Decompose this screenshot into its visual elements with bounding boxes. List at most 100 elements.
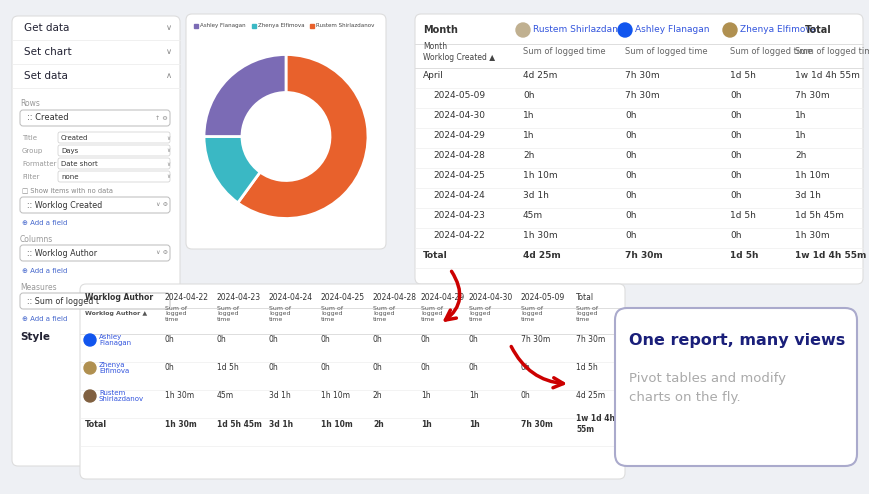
FancyBboxPatch shape bbox=[12, 16, 180, 466]
FancyBboxPatch shape bbox=[20, 110, 169, 126]
Text: Date short: Date short bbox=[61, 161, 97, 167]
Text: Total: Total bbox=[422, 251, 448, 260]
FancyBboxPatch shape bbox=[58, 158, 169, 169]
Text: 0h: 0h bbox=[729, 112, 740, 121]
Text: 2h: 2h bbox=[794, 152, 806, 161]
Text: 45m: 45m bbox=[216, 392, 234, 401]
Text: Pivot tables and modify
charts on the fly.: Pivot tables and modify charts on the fl… bbox=[628, 372, 785, 404]
Text: 1d 5h: 1d 5h bbox=[216, 364, 238, 372]
Text: 1h 10m: 1h 10m bbox=[321, 392, 349, 401]
FancyBboxPatch shape bbox=[58, 171, 169, 182]
Text: 2h: 2h bbox=[373, 419, 383, 428]
Text: 0h: 0h bbox=[729, 152, 740, 161]
Text: Ashley Flanagan: Ashley Flanagan bbox=[634, 26, 709, 35]
Text: 1w 1d 4h
55m: 1w 1d 4h 55m bbox=[575, 414, 614, 434]
Text: 0h: 0h bbox=[321, 335, 330, 344]
Text: 2024-04-29: 2024-04-29 bbox=[421, 293, 465, 302]
FancyBboxPatch shape bbox=[20, 293, 169, 309]
Text: 2024-04-25: 2024-04-25 bbox=[433, 171, 484, 180]
Text: ∨ ⚙: ∨ ⚙ bbox=[156, 203, 168, 207]
Text: 0h: 0h bbox=[522, 91, 534, 100]
Text: 4d 25m: 4d 25m bbox=[575, 392, 605, 401]
Text: 1h 10m: 1h 10m bbox=[522, 171, 557, 180]
Text: 1h: 1h bbox=[522, 131, 534, 140]
Text: Sum of
logged
time: Sum of logged time bbox=[373, 306, 395, 322]
Text: 0h: 0h bbox=[624, 232, 636, 241]
Text: 1w 1d 4h 55m: 1w 1d 4h 55m bbox=[794, 251, 866, 260]
Text: Columns: Columns bbox=[20, 235, 53, 244]
Text: 1h 30m: 1h 30m bbox=[522, 232, 557, 241]
Text: 0h: 0h bbox=[421, 364, 430, 372]
Text: ∨: ∨ bbox=[166, 162, 169, 166]
Text: Group: Group bbox=[22, 148, 43, 154]
Text: 3d 1h: 3d 1h bbox=[522, 192, 548, 201]
Text: 2024-04-29: 2024-04-29 bbox=[433, 131, 484, 140]
Text: Created: Created bbox=[61, 135, 89, 141]
FancyBboxPatch shape bbox=[415, 14, 862, 284]
Text: Days: Days bbox=[61, 148, 78, 154]
Text: Total: Total bbox=[85, 419, 107, 428]
Text: Set chart: Set chart bbox=[24, 47, 71, 57]
Text: ∨: ∨ bbox=[166, 47, 172, 56]
Text: 3d 1h: 3d 1h bbox=[269, 392, 290, 401]
Text: ∨: ∨ bbox=[166, 24, 172, 33]
Text: 4d 25m: 4d 25m bbox=[522, 72, 557, 81]
Text: Set data: Set data bbox=[24, 71, 68, 81]
Text: Sum of
logged
time: Sum of logged time bbox=[468, 306, 490, 322]
Text: :: Created: :: Created bbox=[27, 114, 69, 123]
Text: 2024-04-24: 2024-04-24 bbox=[433, 192, 484, 201]
Text: 7h 30m: 7h 30m bbox=[624, 251, 662, 260]
Text: 2024-04-25: 2024-04-25 bbox=[321, 293, 365, 302]
Text: 1h 10m: 1h 10m bbox=[794, 171, 829, 180]
Text: 1h: 1h bbox=[421, 392, 430, 401]
Text: 1d 5h 45m: 1d 5h 45m bbox=[216, 419, 262, 428]
Text: 0h: 0h bbox=[624, 131, 636, 140]
Text: Zhenya
Elfimova: Zhenya Elfimova bbox=[99, 362, 129, 374]
Text: ∨: ∨ bbox=[166, 149, 169, 154]
Text: 0h: 0h bbox=[269, 364, 278, 372]
Text: 0h: 0h bbox=[624, 171, 636, 180]
Text: 1d 5h: 1d 5h bbox=[729, 72, 755, 81]
Text: 2024-04-23: 2024-04-23 bbox=[216, 293, 261, 302]
Text: 0h: 0h bbox=[729, 232, 740, 241]
Text: ⊕ Add a field: ⊕ Add a field bbox=[22, 220, 67, 226]
Text: Sum of logged time: Sum of logged time bbox=[624, 47, 706, 56]
Text: Sum of
logged
time: Sum of logged time bbox=[216, 306, 239, 322]
Text: 2024-04-22: 2024-04-22 bbox=[433, 232, 484, 241]
FancyBboxPatch shape bbox=[186, 14, 386, 249]
Text: 0h: 0h bbox=[373, 364, 382, 372]
Text: 1h 10m: 1h 10m bbox=[321, 419, 352, 428]
Text: ∨: ∨ bbox=[166, 174, 169, 179]
FancyArrowPatch shape bbox=[445, 271, 459, 320]
Text: 45m: 45m bbox=[522, 211, 542, 220]
Circle shape bbox=[84, 390, 96, 402]
Circle shape bbox=[515, 23, 529, 37]
Text: 0h: 0h bbox=[624, 192, 636, 201]
Text: 1d 5h: 1d 5h bbox=[729, 251, 758, 260]
Text: Month: Month bbox=[422, 25, 457, 35]
Text: 2024-04-30: 2024-04-30 bbox=[433, 112, 484, 121]
Text: One report, many views: One report, many views bbox=[628, 332, 845, 347]
Wedge shape bbox=[237, 54, 368, 218]
Text: 0h: 0h bbox=[521, 364, 530, 372]
Text: 1w 1d 4h 55m: 1w 1d 4h 55m bbox=[794, 72, 859, 81]
Text: 0h: 0h bbox=[216, 335, 227, 344]
Text: Ashley Flanagan: Ashley Flanagan bbox=[200, 24, 245, 29]
Text: Zhenya Elfimova: Zhenya Elfimova bbox=[258, 24, 304, 29]
Text: ∧: ∧ bbox=[166, 72, 172, 81]
Text: 0h: 0h bbox=[729, 91, 740, 100]
Text: 7h 30m: 7h 30m bbox=[624, 91, 659, 100]
Circle shape bbox=[722, 23, 736, 37]
Wedge shape bbox=[203, 54, 286, 136]
Text: 0h: 0h bbox=[269, 335, 278, 344]
Text: 0h: 0h bbox=[729, 131, 740, 140]
Text: 1h: 1h bbox=[468, 419, 479, 428]
Text: Zhenya Elfimova: Zhenya Elfimova bbox=[740, 26, 815, 35]
Text: 0h: 0h bbox=[468, 335, 478, 344]
Text: none: none bbox=[61, 174, 78, 180]
Circle shape bbox=[617, 23, 631, 37]
Text: :: Worklog Created: :: Worklog Created bbox=[27, 201, 103, 209]
FancyBboxPatch shape bbox=[58, 132, 169, 143]
Text: 0h: 0h bbox=[468, 364, 478, 372]
Text: 2024-04-28: 2024-04-28 bbox=[433, 152, 484, 161]
